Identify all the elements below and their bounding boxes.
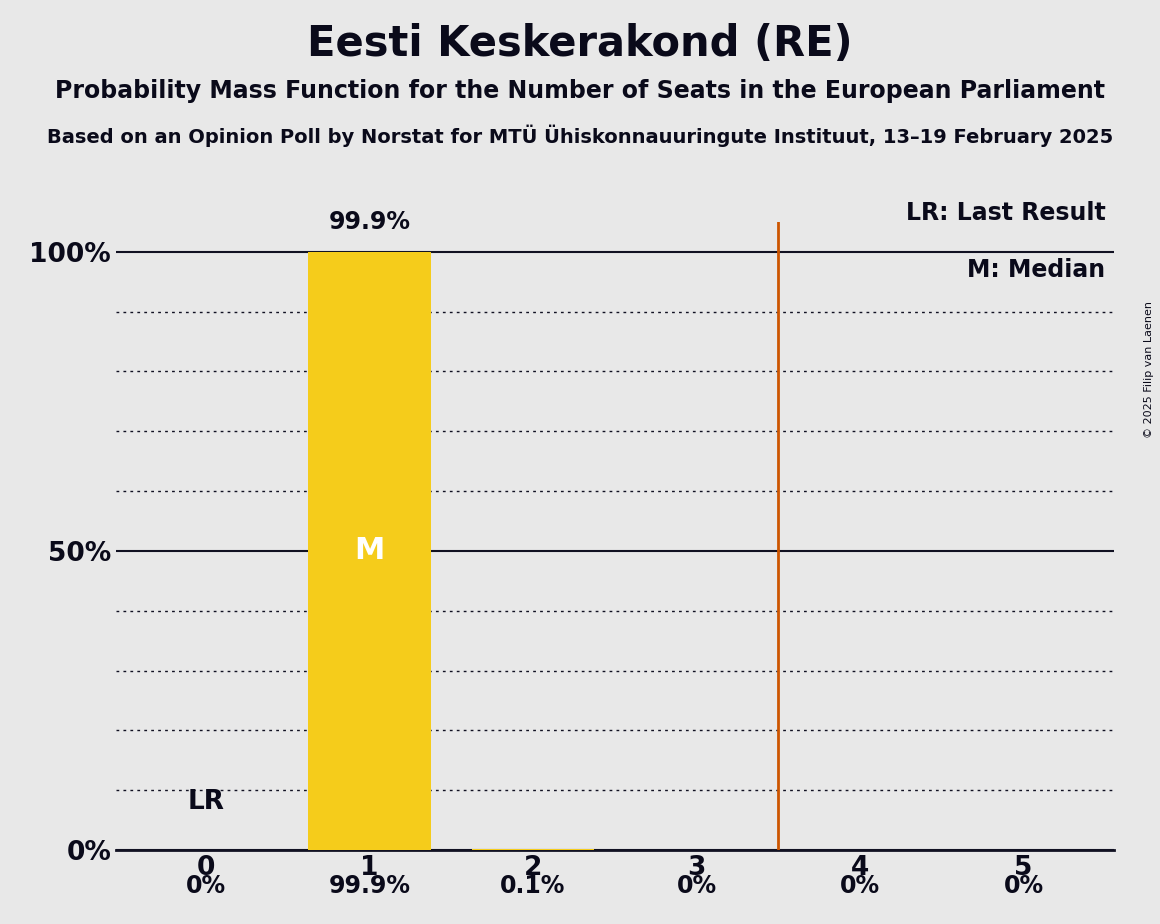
Text: 0%: 0% — [676, 874, 717, 898]
Text: 99.9%: 99.9% — [328, 874, 411, 898]
Text: 0%: 0% — [1003, 874, 1044, 898]
Text: Probability Mass Function for the Number of Seats in the European Parliament: Probability Mass Function for the Number… — [55, 79, 1105, 103]
Text: 99.9%: 99.9% — [328, 210, 411, 234]
Text: LR: Last Result: LR: Last Result — [906, 201, 1105, 225]
Text: M: Median: M: Median — [967, 258, 1105, 282]
Text: LR: LR — [188, 789, 224, 815]
Text: M: M — [354, 536, 385, 565]
Bar — [309, 252, 430, 850]
Text: 0%: 0% — [840, 874, 880, 898]
Text: Based on an Opinion Poll by Norstat for MTÜ Ühiskonnauuringute Instituut, 13–19 : Based on an Opinion Poll by Norstat for … — [46, 125, 1114, 147]
Text: 0%: 0% — [186, 874, 226, 898]
Text: 0.1%: 0.1% — [500, 874, 566, 898]
Text: © 2025 Filip van Laenen: © 2025 Filip van Laenen — [1144, 301, 1154, 438]
Text: Eesti Keskerakond (RE): Eesti Keskerakond (RE) — [307, 23, 853, 65]
